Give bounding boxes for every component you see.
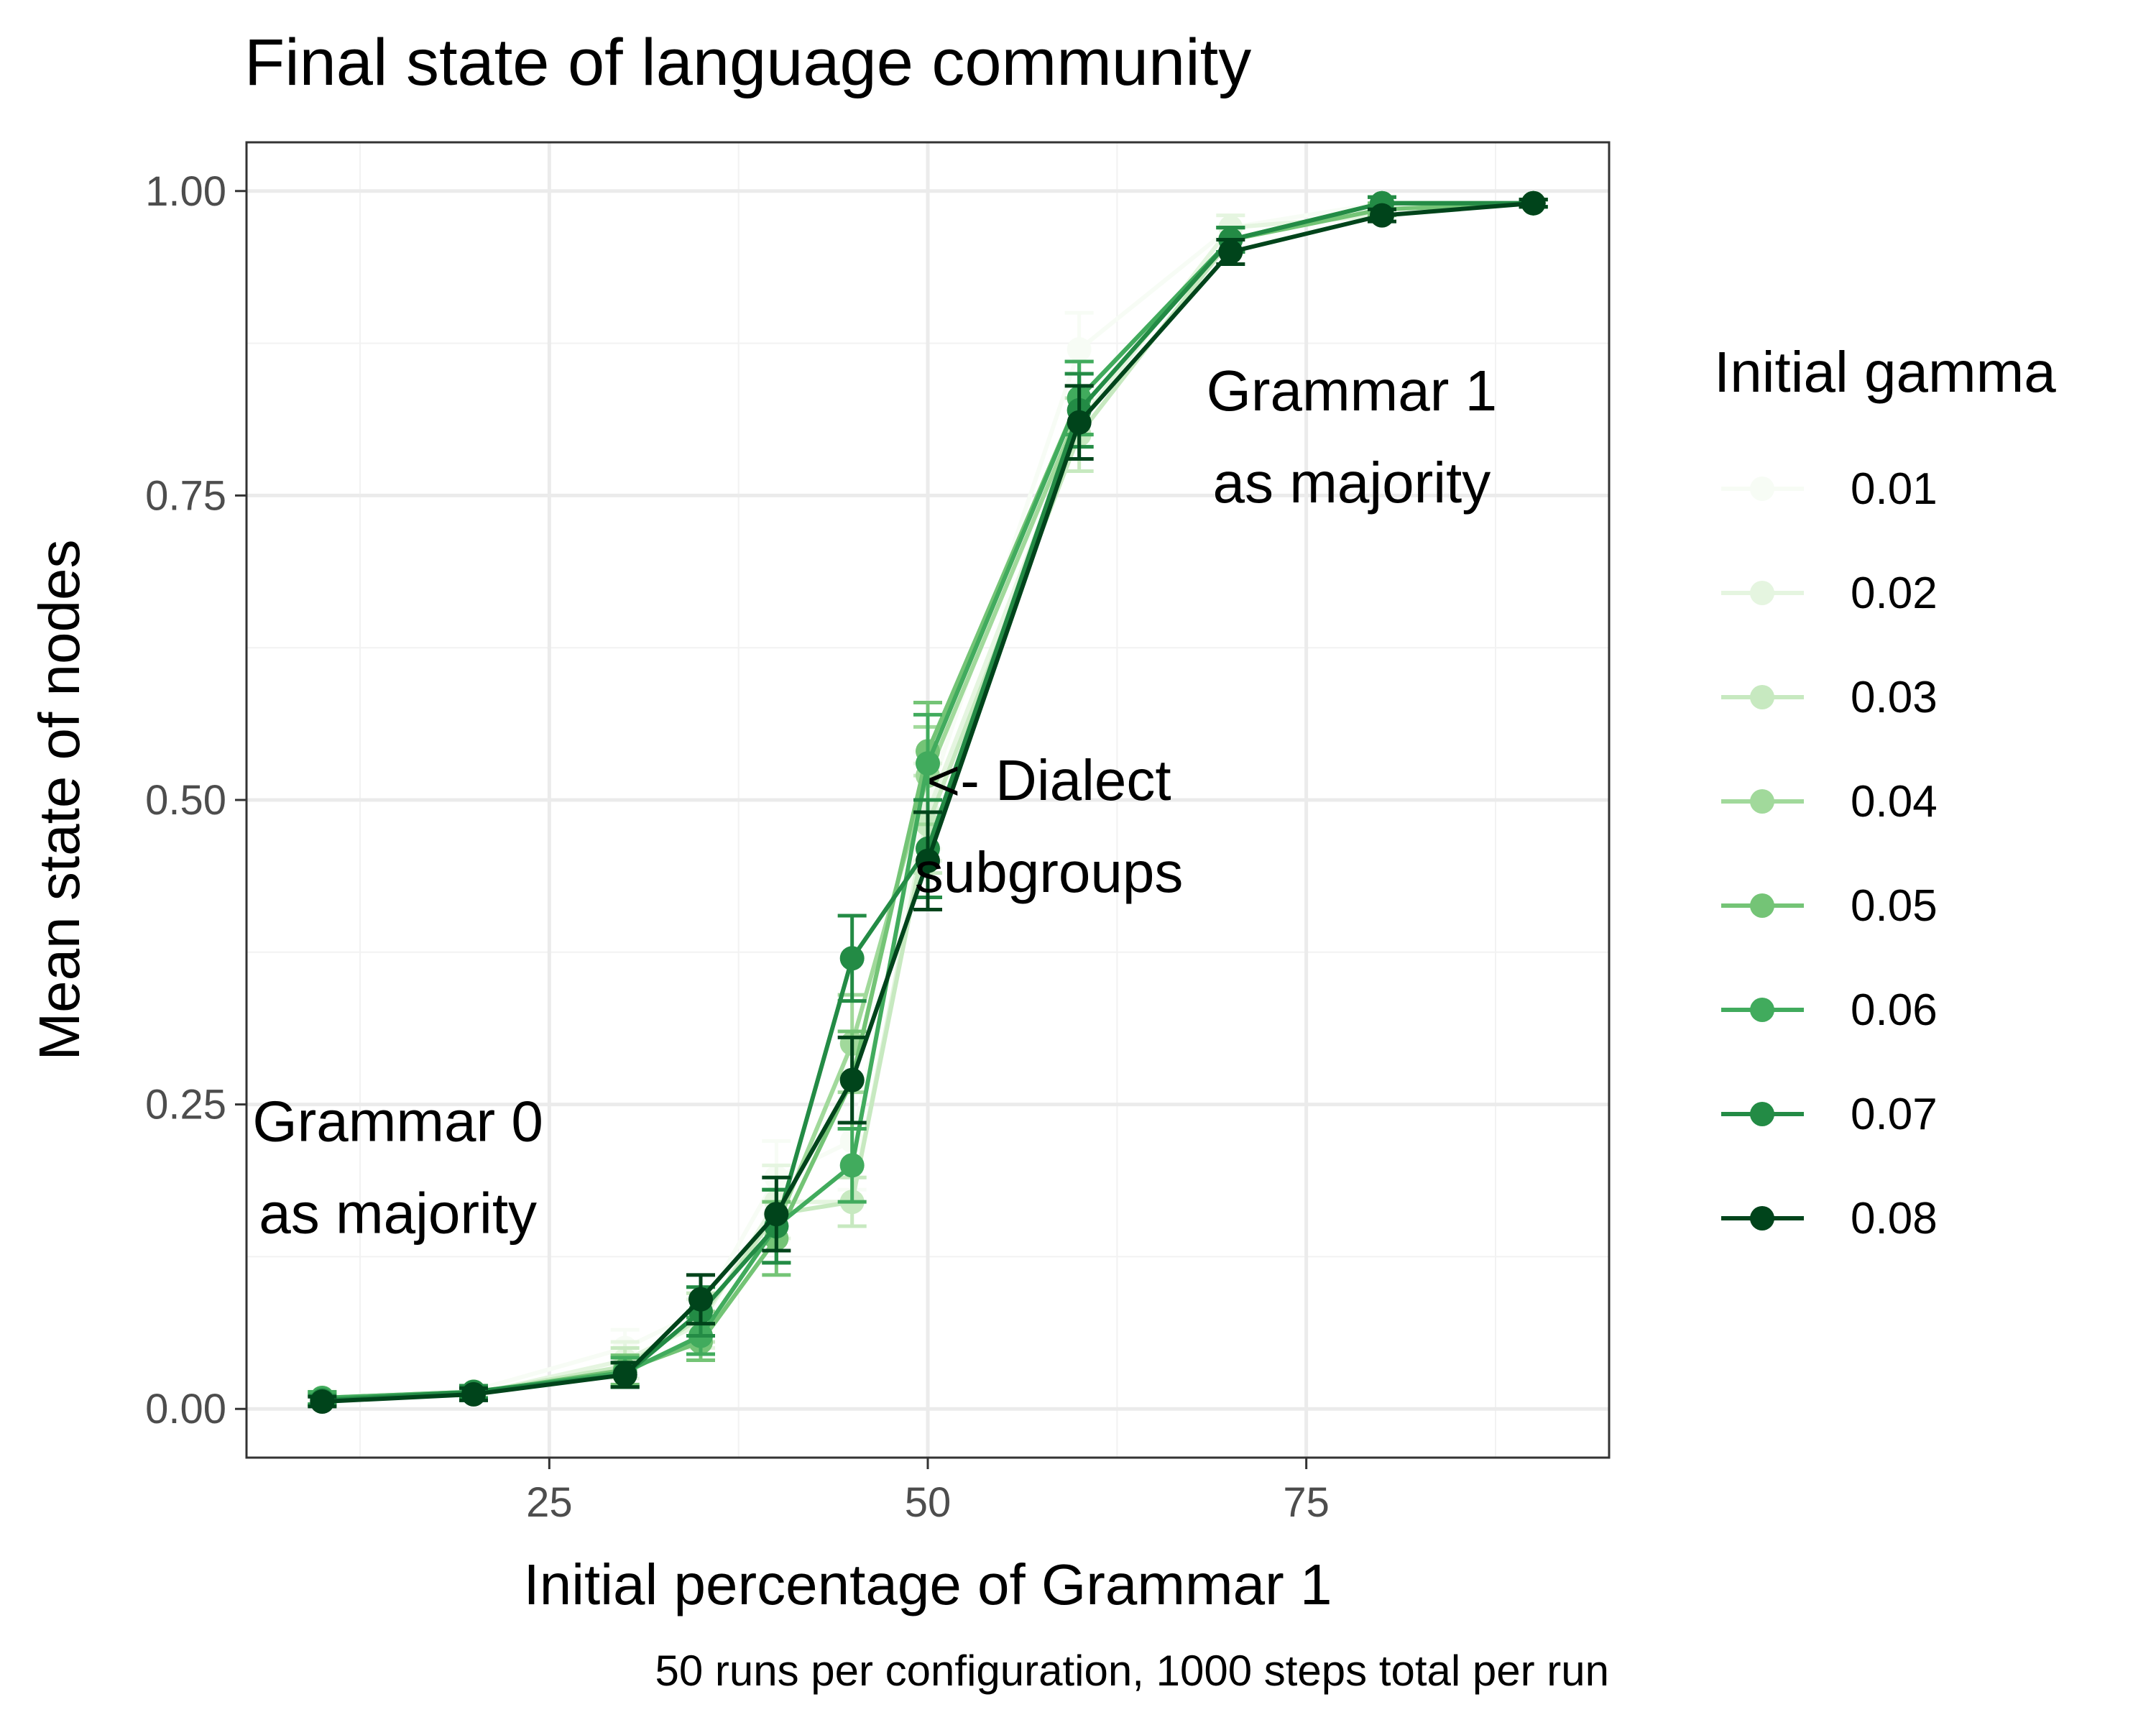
data-point (839, 946, 865, 971)
plot-area: Grammar 0 as majority <- Dialect subgroups G… (245, 141, 1611, 1459)
legend-label: 0.04 (1851, 777, 1938, 827)
legend-label: 0.07 (1851, 1090, 1938, 1139)
legend-label: 0.05 (1851, 881, 1938, 931)
x-axis-label: Initial percentage of Grammar 1 (524, 1552, 1332, 1616)
legend-item: 0.06 (1721, 985, 1938, 1035)
legend-key-point (1750, 1206, 1774, 1230)
x-axis: 25 50 75 (526, 1458, 1330, 1526)
legend: Initial gamma 0.010.020.030.040.050.060.… (1714, 340, 2056, 1243)
legend-key-point (1750, 789, 1774, 814)
data-point (1218, 239, 1243, 264)
y-tick-label: 1.00 (145, 168, 226, 215)
y-tick-label: 0.25 (145, 1082, 226, 1128)
data-point (1067, 337, 1092, 362)
legend-key-point (1750, 1102, 1774, 1126)
data-point (1370, 203, 1394, 228)
legend-key-point (1750, 893, 1774, 918)
data-point (764, 1202, 789, 1227)
legend-item: 0.02 (1721, 569, 1938, 618)
y-tick-label: 0.00 (145, 1386, 226, 1432)
data-point (1067, 410, 1092, 435)
y-tick-label: 0.50 (145, 777, 226, 824)
data-point (916, 848, 940, 873)
legend-label: 0.01 (1851, 464, 1938, 514)
legend-item: 0.04 (1721, 777, 1938, 827)
data-point (1521, 190, 1546, 216)
annotation-text: Grammar 0 (252, 1089, 543, 1153)
x-tick-label: 75 (1283, 1479, 1330, 1526)
annotation-text: subgroups (915, 840, 1184, 904)
legend-label: 0.03 (1851, 673, 1938, 722)
legend-key-point (1750, 998, 1774, 1022)
x-tick-label: 50 (905, 1479, 952, 1526)
chart-title: Final state of language community (244, 26, 1251, 99)
data-point (839, 1153, 865, 1178)
legend-item: 0.01 (1721, 464, 1938, 514)
legend-items: 0.01 0.02 0.03 0.04 0.05 0.06 0.07 0.08 (1721, 464, 1938, 1243)
data-point (461, 1381, 486, 1407)
legend-item: 0.05 (1721, 881, 1938, 931)
legend-item: 0.08 (1721, 1194, 1938, 1243)
data-point (612, 1362, 637, 1387)
annotation-text: as majority (1212, 451, 1491, 515)
annotation-text: Grammar 1 (1207, 359, 1498, 423)
series-0.08 (308, 190, 1548, 1414)
legend-item: 0.03 (1721, 673, 1938, 722)
y-tick-label: 0.75 (145, 472, 226, 519)
data-point (688, 1287, 713, 1312)
annotation-text: as majority (259, 1181, 537, 1245)
y-axis: 0.00 0.25 0.50 0.75 1.00 (145, 168, 247, 1432)
annotation-text: <- Dialect (926, 748, 1171, 812)
legend-label: 0.08 (1851, 1194, 1938, 1243)
legend-key-point (1750, 581, 1774, 605)
legend-item: 0.07 (1721, 1090, 1938, 1139)
chart-caption: 50 runs per configuration, 1000 steps to… (655, 1647, 1610, 1695)
series-layer (308, 190, 1548, 1414)
legend-title: Initial gamma (1714, 340, 2056, 404)
x-tick-label: 25 (526, 1479, 573, 1526)
data-point (916, 751, 940, 776)
data-point (310, 1389, 335, 1414)
legend-key-point (1750, 685, 1774, 709)
annotation-layer: Grammar 0 as majority <- Dialect subgroups G… (252, 359, 1497, 1246)
legend-label: 0.02 (1851, 569, 1938, 618)
legend-key-point (1750, 477, 1774, 501)
legend-label: 0.06 (1851, 985, 1938, 1035)
data-point (839, 1067, 865, 1092)
y-axis-label: Mean state of nodes (27, 540, 91, 1061)
